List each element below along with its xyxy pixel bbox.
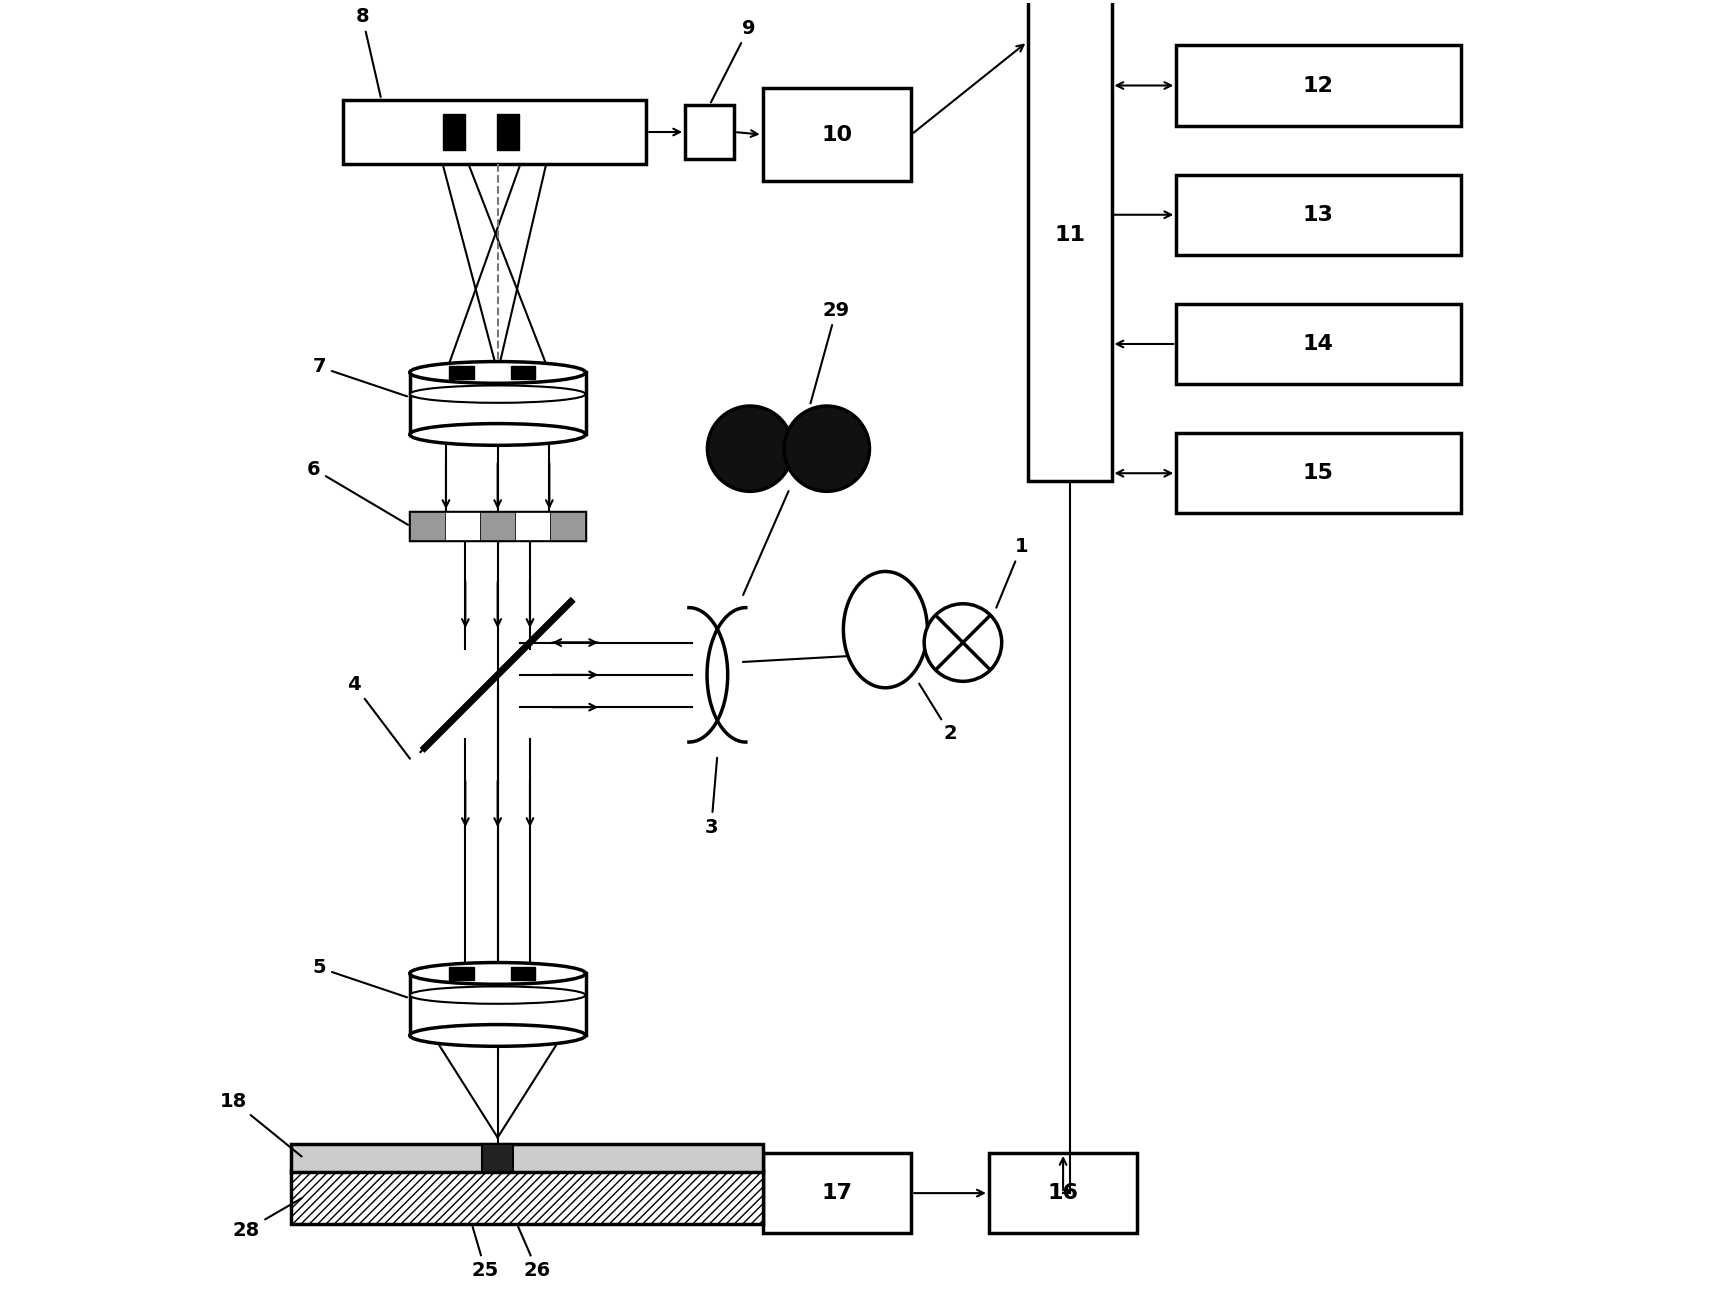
Ellipse shape: [843, 571, 927, 688]
Text: 9: 9: [710, 18, 755, 103]
Bar: [449, 967, 475, 980]
Text: 28: 28: [232, 1198, 301, 1240]
Text: 16: 16: [1048, 1182, 1079, 1203]
Bar: [291, 1144, 762, 1172]
Text: 8: 8: [355, 8, 381, 97]
Bar: [1027, 0, 1112, 482]
Bar: [291, 1169, 762, 1224]
Bar: [989, 1153, 1138, 1233]
Text: 17: 17: [821, 1182, 852, 1203]
Circle shape: [925, 604, 1001, 681]
Text: 18: 18: [220, 1092, 301, 1157]
Text: 3: 3: [705, 758, 719, 836]
Text: 10: 10: [821, 125, 852, 144]
Bar: [410, 511, 585, 540]
Bar: [343, 100, 646, 165]
Text: 12: 12: [1302, 75, 1334, 96]
Text: 6: 6: [307, 459, 409, 524]
Text: 7: 7: [313, 357, 407, 396]
Text: 14: 14: [1302, 334, 1334, 354]
Bar: [1176, 45, 1460, 126]
Text: 25: 25: [471, 1227, 499, 1280]
Text: 4: 4: [346, 675, 410, 758]
Circle shape: [707, 406, 793, 492]
Bar: [511, 366, 535, 379]
Bar: [1176, 434, 1460, 513]
Bar: [443, 114, 464, 151]
Text: 1: 1: [996, 537, 1029, 607]
Bar: [762, 88, 911, 182]
Text: 29: 29: [811, 301, 850, 404]
Ellipse shape: [410, 423, 585, 445]
Text: 13: 13: [1302, 205, 1334, 225]
Bar: [449, 366, 475, 379]
Text: 26: 26: [518, 1227, 551, 1280]
Ellipse shape: [410, 1024, 585, 1046]
Ellipse shape: [410, 986, 585, 1003]
Bar: [481, 1144, 513, 1172]
Ellipse shape: [410, 386, 585, 402]
Bar: [511, 967, 535, 980]
Bar: [551, 511, 585, 540]
Bar: [762, 1153, 911, 1233]
Circle shape: [785, 406, 869, 492]
Text: 2: 2: [920, 684, 958, 744]
Bar: [514, 511, 551, 540]
Bar: [410, 511, 445, 540]
Bar: [497, 114, 520, 151]
Text: 15: 15: [1302, 463, 1334, 483]
Text: 11: 11: [1055, 226, 1084, 245]
Ellipse shape: [410, 963, 585, 984]
Bar: [480, 511, 514, 540]
Ellipse shape: [410, 362, 585, 383]
Bar: [686, 105, 734, 160]
Bar: [1176, 175, 1460, 254]
Bar: [445, 511, 480, 540]
Bar: [1176, 304, 1460, 384]
Text: 5: 5: [313, 958, 407, 997]
